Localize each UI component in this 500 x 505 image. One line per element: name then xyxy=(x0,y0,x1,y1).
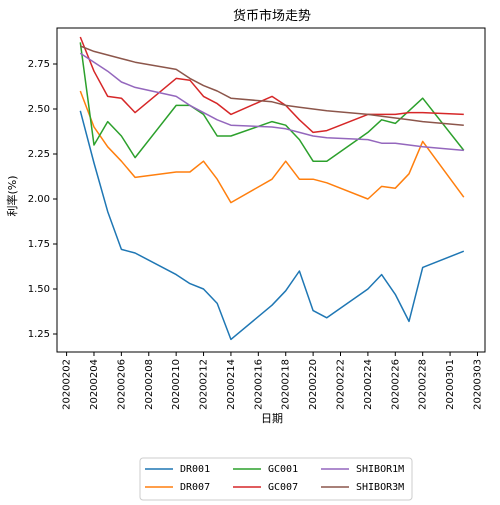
series-line-dr001 xyxy=(79,110,465,341)
x-tick-label: 20200216 xyxy=(253,359,264,410)
x-tick-label: 20200202 xyxy=(62,359,73,410)
series-line-shibor3m xyxy=(80,45,464,126)
y-axis: 1.25 1.50 1.75 2.00 2.25 2.50 2.75 xyxy=(28,59,57,340)
legend: DR001 DR007 GC001 GC007 SHIBOR1M SHIBOR3M xyxy=(139,457,413,501)
legend-label: SHIBOR1M xyxy=(356,464,404,475)
series-line-gc001 xyxy=(79,42,465,162)
x-tick-label: 20200218 xyxy=(281,359,292,410)
x-tick-label: 20200220 xyxy=(308,359,319,410)
x-axis-title: 日期 xyxy=(261,412,283,425)
legend-label: GC001 xyxy=(268,464,298,475)
series-line-dr007 xyxy=(79,90,465,204)
plot-frame xyxy=(56,27,486,353)
y-tick-label: 2.25 xyxy=(28,149,50,160)
x-tick-label: 20200206 xyxy=(116,359,127,410)
x-axis: 20200202 20200204 20200206 20200208 20200210… xyxy=(62,352,484,410)
x-tick-label: 20200214 xyxy=(226,359,237,410)
x-tick-label: 20200222 xyxy=(336,359,347,410)
x-tick-label: 20200226 xyxy=(390,359,401,410)
y-tick-label: 1.25 xyxy=(28,329,50,340)
x-tick-label: 20200212 xyxy=(199,359,210,410)
legend-label: GC007 xyxy=(268,482,298,493)
y-tick-label: 2.50 xyxy=(28,104,50,115)
y-tick-label: 1.75 xyxy=(28,239,50,250)
x-tick-label: 20200303 xyxy=(473,359,484,410)
y-axis-title: 利率(%) xyxy=(5,175,19,216)
y-tick-label: 2.75 xyxy=(28,59,50,70)
series-line-shibor1m xyxy=(79,52,464,152)
legend-label: DR001 xyxy=(180,464,210,475)
series-line-gc007 xyxy=(79,36,464,134)
y-tick-label: 1.50 xyxy=(28,284,50,295)
legend-label: SHIBOR3M xyxy=(356,482,404,493)
plot-area xyxy=(56,27,486,353)
x-tick-label: 20200301 xyxy=(445,359,456,410)
x-tick-label: 20200204 xyxy=(89,359,100,410)
chart-title: 货币市场走势 xyxy=(233,8,311,24)
legend-label: DR007 xyxy=(180,482,210,493)
x-tick-label: 20200228 xyxy=(418,359,429,410)
y-tick-label: 2.00 xyxy=(28,194,50,205)
x-tick-label: 20200224 xyxy=(363,359,374,410)
x-tick-label: 20200208 xyxy=(144,359,155,410)
x-tick-label: 20200210 xyxy=(171,359,182,410)
